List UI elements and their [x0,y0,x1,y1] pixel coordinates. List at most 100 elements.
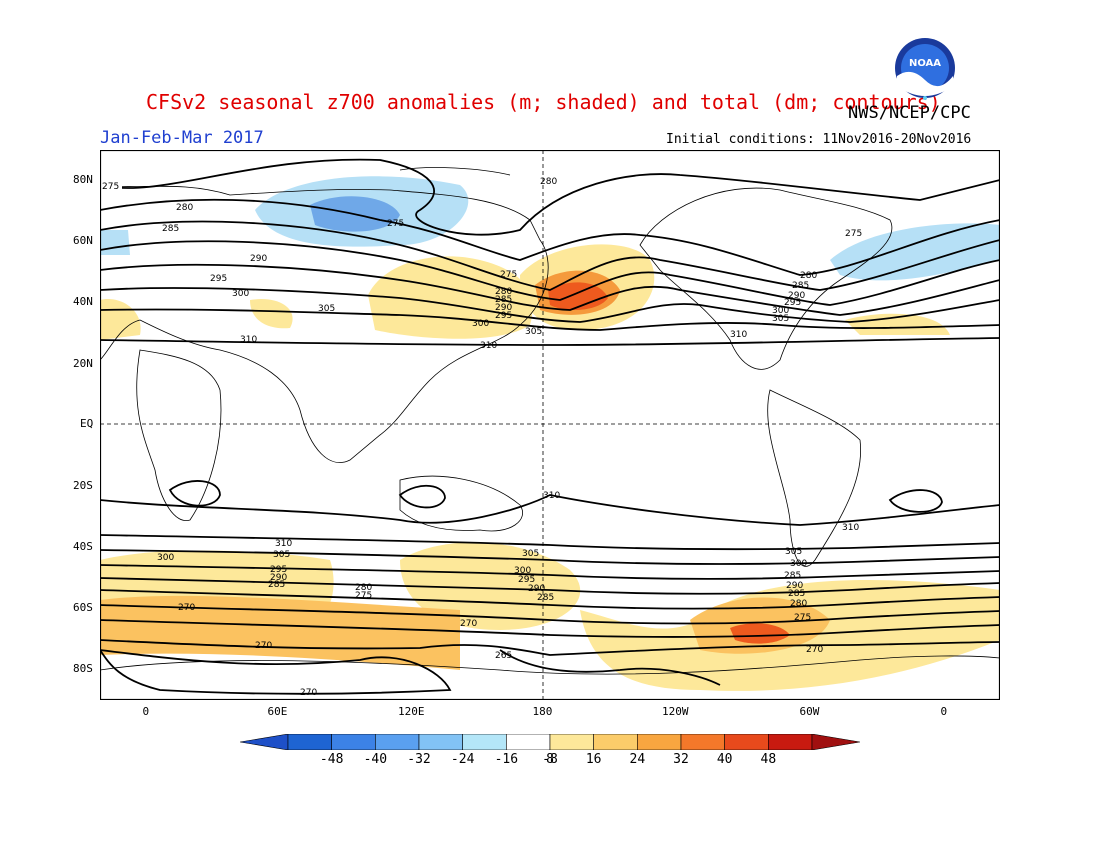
contour-310-south [100,494,1000,526]
pos-anomaly-southern-2 [400,542,581,630]
contour-label-280a: 280 [176,203,193,213]
contour-label-305h: 305 [522,549,539,559]
contour-label-305d: 305 [772,314,789,324]
colorbar-label: 8 [546,752,554,767]
contour-label-275b: 275 [500,270,517,280]
contour-label-300a: 300 [232,289,249,299]
map-frame [100,150,1000,700]
contour-label-270i: 270 [255,641,272,651]
colorbar-label: 48 [760,752,777,767]
contour-270-south [100,639,1000,656]
contour-label-285g: 285 [268,580,285,590]
colorbar [240,734,860,750]
contour-285-south [100,589,1000,610]
contour-label-275a: 275 [102,182,119,192]
pos-anomaly-atlantic-sub [100,299,141,340]
contour-label-310a: 310 [240,335,257,345]
contour-label-285b: 285 [495,295,512,305]
lat-tick-label: 60N [73,234,93,247]
colorbar-label: -32 [407,752,431,767]
colorbar-box [768,734,813,750]
height-contours [100,158,1000,695]
lon-tick-label: 60W [799,705,820,718]
contour-label-305k: 305 [785,547,802,557]
colorbar-label: 40 [716,752,733,767]
lat-tick-label: EQ [80,417,94,430]
logo-text: NOAA [909,58,941,69]
agency-label: NWS/NCEP/CPC [848,103,971,123]
contour-label-275d: 275 [845,229,862,239]
contour-label-300h: 300 [514,566,531,576]
lat-tick-label: 20S [73,479,93,492]
contour-300-south [100,549,1000,565]
lat-tick-label: 40N [73,295,93,308]
pos-anomaly-japan [368,256,533,339]
contour-label-group: 275 280 285 290 295 300 305 310 310 310 … [100,177,862,698]
contour-275-south [100,619,1000,638]
contour-275-north [100,158,1000,236]
pos-anomaly-southern-core [730,623,790,644]
lat-tick-label: 20N [73,357,93,370]
contour-label-285l: 285 [788,589,805,599]
colorbar-label: -8 [542,752,558,767]
contour-label-300k: 300 [790,559,807,569]
pos-anomaly-n-atlantic [845,313,950,335]
contour-label-305g: 305 [273,550,290,560]
lon-tick-label: 120W [662,705,689,718]
colorbar-box [593,734,638,750]
neg-anomaly-west-edge [100,230,130,255]
lon-tick-label: 180 [532,705,553,718]
contour-label-280g: 280 [355,583,372,593]
map-panel: 275 280 285 290 295 300 305 310 310 310 … [100,150,1000,700]
contour-label-295b: 295 [495,311,512,321]
colorbar-arrow-high [811,734,860,750]
pos-anomaly-southern-band [100,595,460,670]
contour-label-300g: 300 [157,553,174,563]
contour-label-275g: 275 [355,591,372,601]
south-america-coast [767,389,862,567]
initial-conditions: Initial conditions: 11Nov2016-20Nov2016 [666,132,972,147]
chart-title: CFSv2 seasonal z700 anomalies (m; shaded… [146,90,941,114]
contour-label-300b: 300 [472,319,489,329]
contour-label-300d: 300 [772,306,789,316]
contour-label-285d: 285 [792,281,809,291]
contour-label-310e: 310 [543,491,560,501]
colorbar-label: 32 [673,752,689,767]
antarctica-coast [100,655,1000,675]
colorbar-label: 24 [629,752,646,767]
logo-dot [923,96,927,100]
pos-anomaly-asia [250,299,293,329]
contour-label-295d: 295 [784,298,801,308]
contour-270-antarctic [100,649,452,695]
closed-contour-africa [168,480,221,507]
colorbar-box [375,734,420,750]
colorbar-label: -16 [494,752,519,767]
lon-tick-label: 120E [398,705,425,718]
neg-anomaly-atlantic [830,223,1000,281]
pos-anomaly-pacific-core [548,282,608,311]
contour-label-290g: 290 [270,573,287,583]
contour-label-310c: 310 [730,330,747,340]
contour-290-south [100,577,1000,595]
australia-coast [399,475,523,532]
contour-label-305a: 305 [318,304,335,314]
colorbar-box [680,734,725,750]
contour-label-290d: 290 [788,291,805,301]
colorbar-box [506,734,551,750]
contour-label-295a: 295 [210,274,227,284]
contour-label-290a: 290 [250,254,267,264]
contour-label-310b: 310 [480,341,497,351]
contour-290 [100,240,1000,306]
colorbar-boxes [287,734,813,750]
colorbar-box [549,734,594,750]
eurasia-coast [100,184,549,463]
contour-label-270j: 270 [300,688,317,698]
colorbar-box [462,734,507,750]
label-bg [100,180,122,190]
contour-305-south [100,534,1000,551]
contour-label-275c: 275 [387,219,404,229]
contour-label-270k: 270 [806,645,823,655]
colorbar-label: -24 [450,752,475,767]
contour-label-285a: 285 [162,224,179,234]
contour-label-275k: 275 [794,613,811,623]
